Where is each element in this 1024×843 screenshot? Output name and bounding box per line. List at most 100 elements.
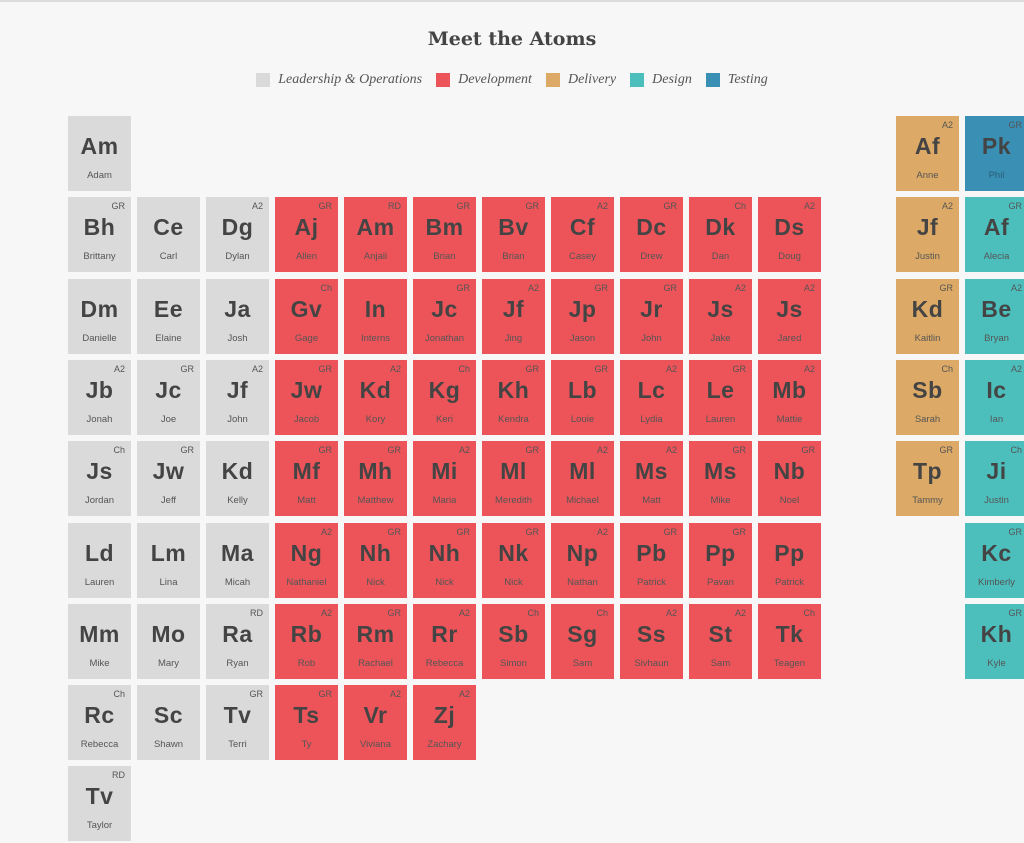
atom-tile[interactable]: Ch Kg Keri — [413, 360, 476, 435]
atom-name: Sarah — [914, 414, 941, 425]
atom-tile[interactable]: A2 Js Jake — [689, 279, 752, 354]
atom-tile[interactable]: GR Kh Kyle — [965, 604, 1024, 679]
atom-tile[interactable]: A2 Np Nathan — [551, 523, 614, 598]
atom-tile[interactable]: GR Ml Meredith — [482, 441, 545, 516]
atom-tile[interactable]: GR Nk Nick — [482, 523, 545, 598]
atom-tile[interactable]: A2 Rb Rob — [275, 604, 338, 679]
atom-tile[interactable]: GR Nh Nick — [344, 523, 407, 598]
atom-tile[interactable]: A2 Af Anne — [896, 116, 959, 191]
atom-tile[interactable]: Lm Lina — [137, 523, 200, 598]
atom-tile[interactable]: Ch Tk Teagen — [758, 604, 821, 679]
atom-tile[interactable]: GR Mh Matthew — [344, 441, 407, 516]
atom-tile[interactable]: Dm Danielle — [68, 279, 131, 354]
legend-item-leadership[interactable]: Leadership & Operations — [256, 72, 422, 88]
atom-tile[interactable]: GR Bm Brian — [413, 197, 476, 272]
atom-tile[interactable]: A2 Be Bryan — [965, 279, 1024, 354]
atom-tile[interactable]: Ch Sb Simon — [482, 604, 545, 679]
atom-tile[interactable]: Sc Shawn — [137, 685, 200, 760]
atom-tile[interactable]: A2 Kd Kory — [344, 360, 407, 435]
atom-tile[interactable]: Mm Mike — [68, 604, 131, 679]
atom-tile[interactable]: A2 Rr Rebecca — [413, 604, 476, 679]
atom-tile[interactable]: A2 Zj Zachary — [413, 685, 476, 760]
atom-tile[interactable]: A2 Ml Michael — [551, 441, 614, 516]
atom-tile[interactable]: GR Kh Kendra — [482, 360, 545, 435]
atom-tile[interactable]: A2 Ds Doug — [758, 197, 821, 272]
atom-tile[interactable]: GR Mf Matt — [275, 441, 338, 516]
atom-tag: Ch — [527, 608, 539, 618]
atom-tile[interactable]: A2 Ng Nathaniel — [275, 523, 338, 598]
atom-tile[interactable]: Ja Josh — [206, 279, 269, 354]
atom-tile[interactable]: GR Tp Tammy — [896, 441, 959, 516]
atom-tile[interactable]: A2 Lc Lydia — [620, 360, 683, 435]
atom-tile[interactable]: Ch Sg Sam — [551, 604, 614, 679]
atom-tile[interactable]: GR Ms Mike — [689, 441, 752, 516]
atom-tile[interactable]: Ch Sb Sarah — [896, 360, 959, 435]
atom-tag: GR — [594, 364, 609, 374]
atom-tile[interactable]: GR Ts Ty — [275, 685, 338, 760]
atom-tile[interactable]: GR Rm Rachael — [344, 604, 407, 679]
atom-tile[interactable]: Ce Carl — [137, 197, 200, 272]
atom-tile[interactable]: RD Ra Ryan — [206, 604, 269, 679]
atom-tile[interactable]: A2 Ms Matt — [620, 441, 683, 516]
atom-tile[interactable]: Ch Dk Dan — [689, 197, 752, 272]
atom-tile[interactable]: A2 Jf Justin — [896, 197, 959, 272]
atom-tile[interactable]: A2 Dg Dylan — [206, 197, 269, 272]
atom-tile[interactable]: Ch Ji Justin — [965, 441, 1024, 516]
legend-item-development[interactable]: Development — [436, 72, 532, 88]
atom-tile[interactable]: A2 Mi Maria — [413, 441, 476, 516]
atom-tile[interactable]: Ee Elaine — [137, 279, 200, 354]
atom-tile[interactable]: Am Adam — [68, 116, 131, 191]
legend-item-delivery[interactable]: Delivery — [545, 72, 616, 88]
atom-tile[interactable]: A2 Js Jared — [758, 279, 821, 354]
atom-tile[interactable]: RD Am Anjali — [344, 197, 407, 272]
atom-tile[interactable]: A2 Ic Ian — [965, 360, 1024, 435]
legend-item-design[interactable]: Design — [630, 72, 692, 88]
atom-tile[interactable]: GR Jc Jonathan — [413, 279, 476, 354]
atom-tile[interactable]: GR Af Alecia — [965, 197, 1024, 272]
atom-tile[interactable]: Ma Micah — [206, 523, 269, 598]
atom-tile[interactable]: A2 Cf Casey — [551, 197, 614, 272]
legend-item-testing[interactable]: Testing — [705, 72, 768, 88]
atom-symbol: Jc — [431, 296, 458, 322]
atom-tile[interactable]: In Interns — [344, 279, 407, 354]
atom-tile[interactable]: GR Jw Jeff — [137, 441, 200, 516]
atom-tile[interactable]: A2 Jb Jonah — [68, 360, 131, 435]
atom-tile[interactable]: GR Nb Noel — [758, 441, 821, 516]
atom-tile[interactable]: GR Jp Jason — [551, 279, 614, 354]
atom-tile[interactable]: GR Aj Allen — [275, 197, 338, 272]
atom-tile[interactable]: A2 Mb Mattie — [758, 360, 821, 435]
atom-tile[interactable]: Ld Lauren — [68, 523, 131, 598]
atom-tile[interactable]: GR Pk Phil — [965, 116, 1024, 191]
atom-name: Mary — [157, 658, 180, 669]
atom-tile[interactable]: GR Kc Kimberly — [965, 523, 1024, 598]
atom-tag: GR — [318, 201, 333, 211]
atom-tile[interactable]: GR Bv Brian — [482, 197, 545, 272]
atom-tile[interactable]: A2 Ss Sivhaun — [620, 604, 683, 679]
atom-tile[interactable]: GR Kd Kaitlin — [896, 279, 959, 354]
atom-tile[interactable]: A2 Jf Jing — [482, 279, 545, 354]
atom-tile[interactable]: GR Jc Joe — [137, 360, 200, 435]
atom-tile[interactable]: A2 Jf John — [206, 360, 269, 435]
atom-tile[interactable]: A2 St Sam — [689, 604, 752, 679]
atom-tile[interactable]: GR Tv Terri — [206, 685, 269, 760]
atom-symbol: Ce — [153, 214, 184, 240]
atom-tile[interactable]: Kd Kelly — [206, 441, 269, 516]
atom-tile[interactable]: RD Tv Taylor — [68, 766, 131, 841]
atom-tile[interactable]: Ch Gv Gage — [275, 279, 338, 354]
atom-tile[interactable]: GR Bh Brittany — [68, 197, 131, 272]
atom-tile[interactable]: Mo Mary — [137, 604, 200, 679]
atom-tile[interactable]: GR Le Lauren — [689, 360, 752, 435]
atom-tile[interactable]: Pp Patrick — [758, 523, 821, 598]
atom-tile[interactable]: GR Jw Jacob — [275, 360, 338, 435]
atom-symbol: Ts — [293, 702, 320, 728]
atom-tile[interactable]: Ch Rc Rebecca — [68, 685, 131, 760]
atom-tile[interactable]: Ch Js Jordan — [68, 441, 131, 516]
atom-tile[interactable]: GR Nh Nick — [413, 523, 476, 598]
atom-tile[interactable]: GR Pp Pavan — [689, 523, 752, 598]
atom-tile[interactable]: GR Dc Drew — [620, 197, 683, 272]
atom-tile[interactable]: GR Jr John — [620, 279, 683, 354]
atom-tile[interactable]: GR Lb Louie — [551, 360, 614, 435]
atom-tile[interactable]: GR Pb Patrick — [620, 523, 683, 598]
atom-name: Kory — [365, 414, 386, 425]
atom-tile[interactable]: A2 Vr Viviana — [344, 685, 407, 760]
